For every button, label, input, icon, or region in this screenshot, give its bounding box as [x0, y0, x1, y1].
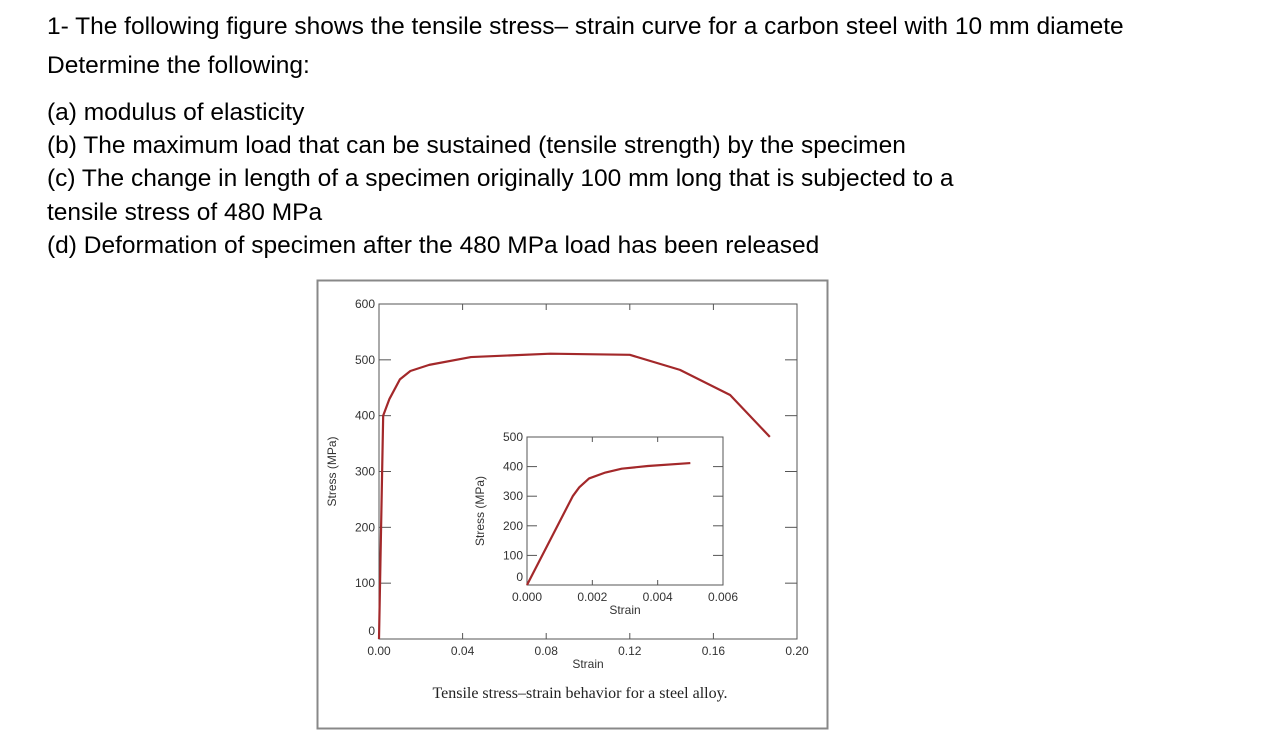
- stress-strain-curve: [526, 461, 691, 586]
- x-tick-label: 0.000: [512, 590, 542, 604]
- y-tick-label: 300: [355, 465, 375, 479]
- x-tick-label: 0.16: [702, 644, 726, 658]
- y-axis-label: Stress (MPa): [473, 476, 487, 546]
- x-tick-label: 0.20: [785, 644, 809, 658]
- y-tick-label: 0: [516, 570, 523, 584]
- y-tick-label: 200: [503, 519, 523, 533]
- x-tick-label: 0.006: [708, 590, 738, 604]
- x-tick-label: 0.00: [367, 644, 391, 658]
- stress-strain-curve: [377, 352, 771, 640]
- y-tick-label: 400: [503, 460, 523, 474]
- x-axis-label: Strain: [609, 603, 640, 617]
- question-line: 1- The following figure shows the tensil…: [47, 13, 1124, 40]
- x-tick-label: 0.08: [535, 644, 559, 658]
- x-tick-label: 0.12: [618, 644, 642, 658]
- question-line: (a) modulus of elasticity: [47, 99, 305, 126]
- x-tick-label: 0.002: [577, 590, 607, 604]
- x-tick-label: 0.04: [451, 644, 475, 658]
- y-tick-label: 300: [503, 489, 523, 503]
- y-tick-label: 200: [355, 520, 375, 534]
- y-tick-label: 0: [368, 624, 375, 638]
- plot-frame: [526, 436, 724, 586]
- y-tick-label: 100: [355, 576, 375, 590]
- y-tick-label: 400: [355, 409, 375, 423]
- y-tick-label: 500: [355, 353, 375, 367]
- question-line: (d) Deformation of specimen after the 48…: [47, 232, 819, 259]
- question-line: Determine the following:: [47, 52, 310, 79]
- figure-frame: [316, 279, 829, 730]
- y-tick-label: 600: [355, 297, 375, 311]
- caption: Tensile stress–strain behavior for a ste…: [432, 685, 727, 702]
- y-tick-label: 500: [503, 430, 523, 444]
- x-tick-label: 0.004: [643, 590, 673, 604]
- y-tick-label: 100: [503, 548, 523, 562]
- question-line: tensile stress of 480 MPa: [47, 199, 322, 226]
- x-axis-label: Strain: [572, 657, 603, 671]
- question-line: (b) The maximum load that can be sustain…: [47, 132, 906, 159]
- question-line: (c) The change in length of a specimen o…: [47, 165, 954, 192]
- y-axis-label: Stress (MPa): [325, 436, 339, 506]
